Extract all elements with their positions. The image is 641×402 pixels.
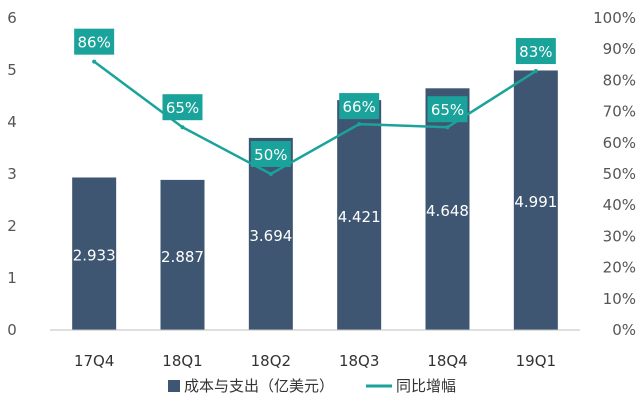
- growth-label-box: [339, 93, 380, 120]
- bar-value-label: 3.694: [249, 227, 292, 245]
- bar-value-label: 4.991: [514, 193, 557, 211]
- growth-value-label: 50%: [254, 146, 287, 164]
- growth-line: [93, 60, 537, 176]
- growth-value-label: 66%: [342, 98, 375, 116]
- y-right-tick-label: 70%: [603, 103, 636, 121]
- y-left-tick-label: 3: [7, 165, 17, 183]
- y-right-tick-label: 30%: [603, 227, 636, 245]
- bar: [160, 179, 205, 330]
- y-left-tick-label: 1: [7, 269, 17, 287]
- growth-point: [92, 59, 97, 64]
- bar: [72, 177, 117, 330]
- legend-line-label: 同比增幅: [396, 377, 456, 395]
- growth-label-box: [74, 28, 115, 55]
- y-right-tick-label: 0%: [612, 321, 636, 339]
- bar-value-label: 2.933: [73, 247, 116, 265]
- y-right-tick-label: 40%: [603, 196, 636, 214]
- x-tick-label: 18Q3: [339, 352, 379, 370]
- growth-point: [445, 125, 450, 130]
- growth-value-label: 83%: [519, 43, 552, 61]
- y-right-tick-label: 100%: [593, 9, 636, 27]
- legend-bar-swatch: [168, 380, 180, 392]
- bar-value-label: 2.887: [161, 248, 204, 266]
- legend-bar-label: 成本与支出（亿美元）: [184, 377, 334, 395]
- bar-value-label: 4.421: [338, 208, 381, 226]
- growth-value-label: 65%: [431, 101, 464, 119]
- bar: [513, 70, 558, 330]
- y-right-tick-label: 50%: [603, 165, 636, 183]
- growth-point: [268, 172, 273, 176]
- growth-point: [180, 125, 185, 130]
- growth-label-box: [515, 38, 556, 65]
- x-tick-label: 18Q2: [251, 352, 291, 370]
- y-left-tick-label: 4: [7, 113, 17, 131]
- x-tick-label: 18Q1: [162, 352, 202, 370]
- y-right-tick-label: 20%: [603, 259, 636, 277]
- growth-point: [357, 122, 362, 127]
- growth-label-box: [427, 96, 468, 123]
- y-right-tick-label: 60%: [603, 134, 636, 152]
- bar: [248, 137, 293, 330]
- y-left-tick-label: 6: [7, 9, 17, 27]
- bar-value-label: 4.648: [426, 202, 469, 220]
- x-tick-label: 19Q1: [516, 352, 556, 370]
- y-left-tick-label: 5: [7, 61, 17, 79]
- growth-label-box: [250, 141, 291, 167]
- growth-value-label: 65%: [166, 99, 199, 117]
- y-right-tick-label: 10%: [603, 290, 636, 308]
- x-tick-label: 18Q4: [427, 352, 467, 370]
- x-tick-label: 17Q4: [74, 352, 114, 370]
- y-left-tick-label: 0: [7, 321, 17, 339]
- growth-point: [533, 69, 538, 74]
- y-right-tick-label: 80%: [603, 71, 636, 89]
- y-right-tick-label: 90%: [603, 40, 636, 58]
- growth-label-box: [162, 94, 203, 121]
- growth-value-label: 86%: [77, 34, 110, 52]
- y-left-tick-label: 2: [7, 217, 17, 235]
- bar: [337, 100, 382, 330]
